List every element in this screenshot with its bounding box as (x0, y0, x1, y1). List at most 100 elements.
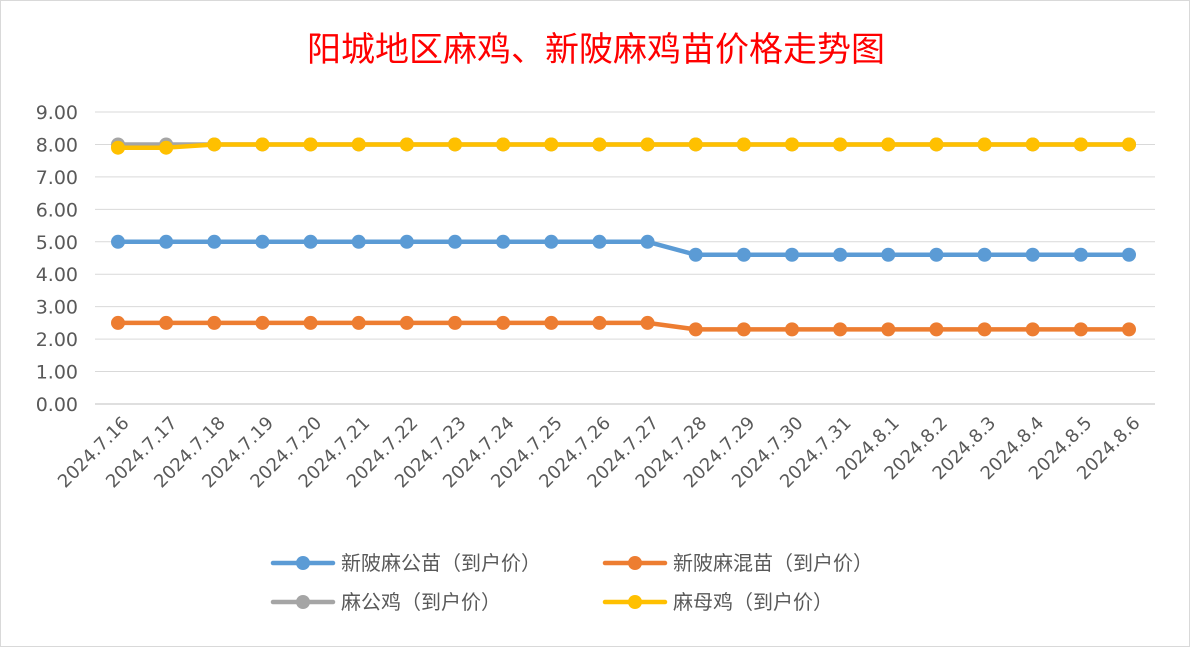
data-point (833, 137, 848, 152)
data-point (1073, 322, 1088, 337)
data-point (736, 137, 751, 152)
data-point (688, 247, 703, 262)
data-point (881, 247, 896, 262)
data-point (159, 315, 174, 330)
data-point (929, 247, 944, 262)
data-point (544, 234, 559, 249)
data-point (592, 315, 607, 330)
data-point (785, 322, 799, 337)
data-point (351, 234, 366, 249)
data-point (592, 234, 607, 249)
data-point (207, 234, 222, 249)
data-point (688, 322, 703, 337)
data-point (399, 137, 414, 152)
y-tick-label: 6.00 (36, 199, 78, 221)
legend-item: 麻母鸡（到户价） (602, 590, 833, 614)
data-point (1122, 137, 1136, 152)
data-point (736, 247, 751, 262)
data-point (640, 234, 655, 249)
data-point (929, 137, 944, 152)
data-point (640, 315, 655, 330)
y-tick-label: 1.00 (36, 362, 78, 384)
data-point (448, 137, 462, 152)
data-point (448, 234, 462, 249)
data-point (207, 315, 222, 330)
data-point (448, 315, 462, 330)
series-1 (111, 234, 1136, 262)
data-point (929, 322, 944, 337)
series-line (115, 320, 1132, 332)
data-point (785, 137, 799, 152)
legend-item: 新陂麻混苗（到户价） (602, 551, 873, 575)
data-point (833, 247, 848, 262)
data-point (1073, 247, 1088, 262)
data-point (1073, 137, 1088, 152)
y-tick-label: 4.00 (36, 264, 78, 286)
data-point (736, 322, 751, 337)
y-axis-ticks: 0.00 1.00 2.00 3.00 4.00 5.00 6.00 7.00 8.00 9.00 (36, 102, 78, 416)
series-line (115, 239, 1132, 258)
y-tick-label: 2.00 (36, 329, 78, 351)
data-point (1122, 247, 1136, 262)
legend-swatch-marker (628, 595, 642, 609)
data-point (351, 137, 366, 152)
data-point (399, 234, 414, 249)
legend-label: 新陂麻混苗（到户价） (673, 551, 873, 575)
data-point (833, 322, 848, 337)
y-tick-label: 3.00 (36, 297, 78, 319)
y-tick-label: 7.00 (36, 167, 78, 189)
data-point (977, 247, 992, 262)
y-tick-label: 8.00 (36, 134, 78, 156)
data-point (1025, 137, 1040, 152)
legend-label: 麻母鸡（到户价） (673, 590, 833, 614)
data-point (496, 234, 511, 249)
series-layer (111, 137, 1136, 337)
data-point (255, 234, 270, 249)
data-point (303, 137, 318, 152)
legend-item: 新陂麻公苗（到户价） (270, 551, 541, 575)
data-point (351, 315, 366, 330)
data-point (496, 137, 511, 152)
data-point (1122, 322, 1136, 337)
data-point (1025, 247, 1040, 262)
legend-label: 麻公鸡（到户价） (341, 590, 501, 614)
x-axis-ticks: 2024.7.162024.7.172024.7.182024.7.192024… (54, 413, 1145, 493)
data-point (303, 315, 318, 330)
legend-swatch-marker (628, 556, 642, 570)
legend-swatch-marker (296, 595, 310, 609)
data-point (785, 247, 799, 262)
data-point (111, 140, 125, 155)
gridlines (95, 111, 1155, 405)
legend-swatch-marker (296, 556, 310, 570)
data-point (592, 137, 607, 152)
data-point (399, 315, 414, 330)
legend-item: 麻公鸡（到户价） (270, 590, 501, 614)
data-point (255, 315, 270, 330)
data-point (544, 315, 559, 330)
data-point (159, 140, 174, 155)
data-point (977, 137, 992, 152)
series-4 (111, 137, 1136, 155)
data-point (111, 315, 125, 330)
series-2 (111, 315, 1136, 337)
y-tick-label: 0.00 (36, 394, 78, 416)
data-point (1025, 322, 1040, 337)
data-point (688, 137, 703, 152)
data-point (111, 234, 125, 249)
data-point (159, 234, 174, 249)
legend-label: 新陂麻公苗（到户价） (341, 551, 541, 575)
chart-title: 阳城地区麻鸡、新陂麻鸡苗价格走势图 (307, 30, 885, 70)
data-point (881, 137, 896, 152)
legend: 新陂麻公苗（到户价） 新陂麻混苗（到户价） 麻公鸡（到户价） 麻母鸡（到户价） (270, 551, 873, 614)
y-tick-label: 5.00 (36, 232, 78, 254)
data-point (207, 137, 222, 152)
data-point (544, 137, 559, 152)
series-line (115, 142, 1132, 150)
data-point (496, 315, 511, 330)
y-tick-label: 9.00 (36, 102, 78, 124)
data-point (303, 234, 318, 249)
data-point (640, 137, 655, 152)
data-point (977, 322, 992, 337)
data-point (255, 137, 270, 152)
